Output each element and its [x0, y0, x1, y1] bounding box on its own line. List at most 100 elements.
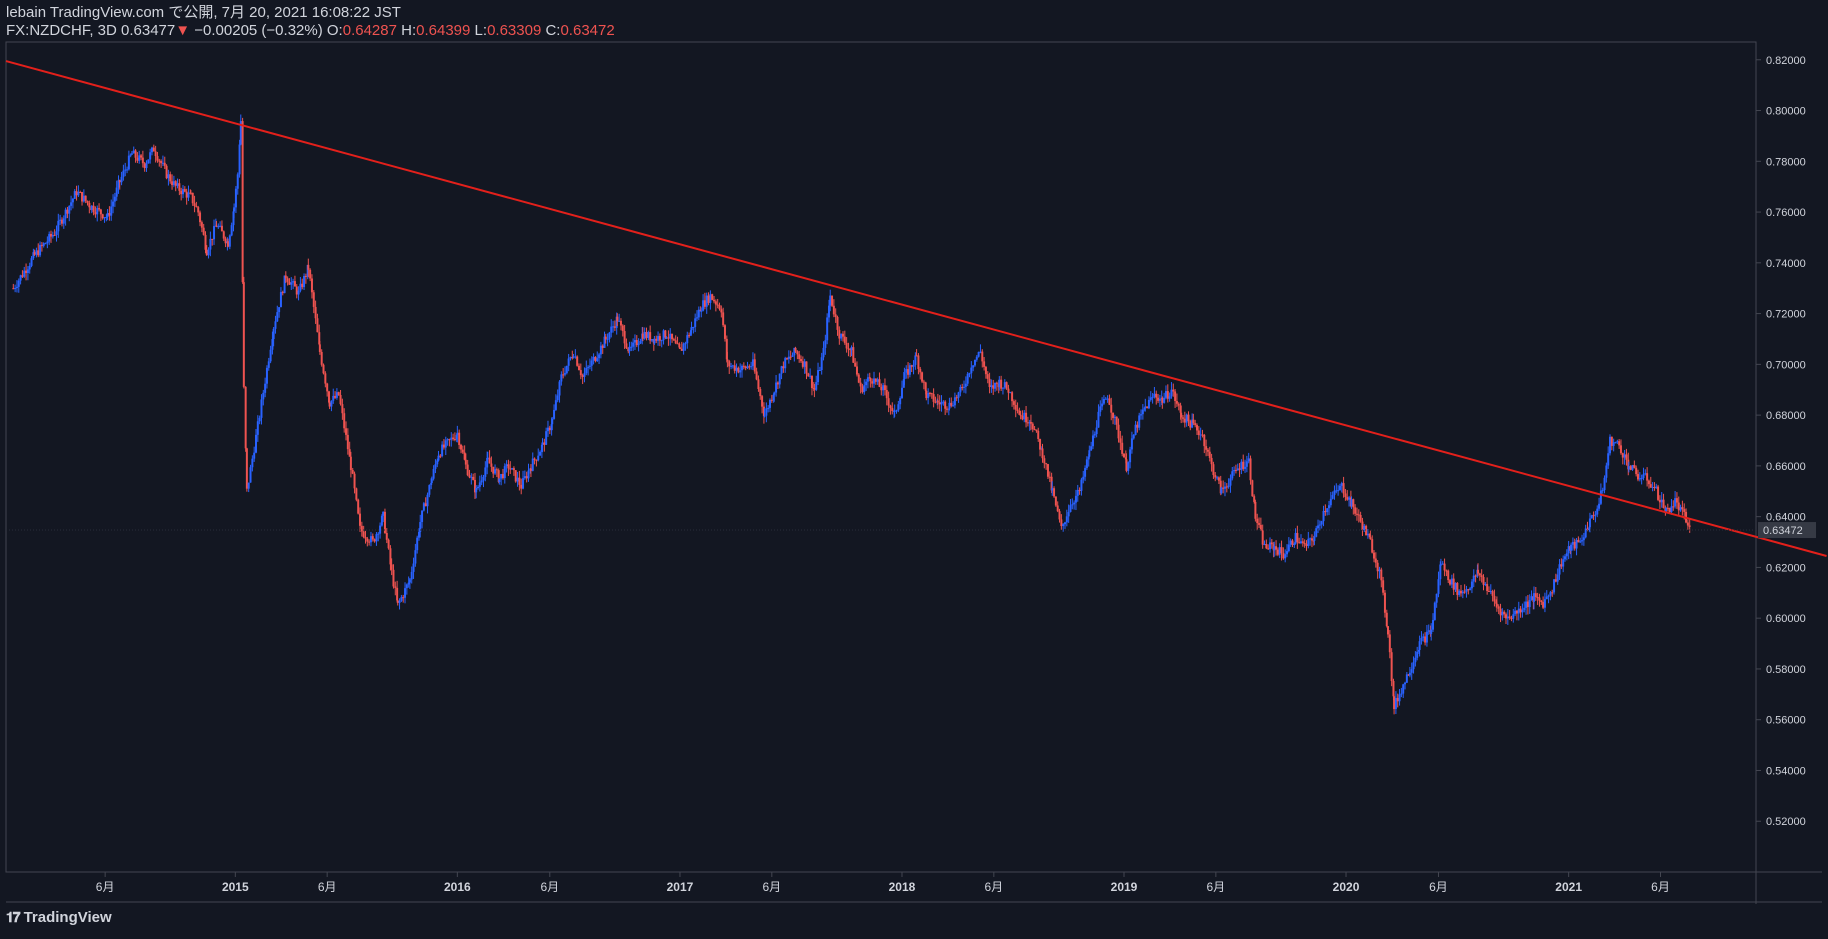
- symbol-label[interactable]: FX:NZDCHF, 3D: [6, 22, 117, 39]
- candle: [1402, 683, 1405, 698]
- candle: [492, 466, 495, 478]
- candle: [158, 158, 161, 167]
- candle: [1021, 410, 1024, 421]
- candle: [1058, 508, 1061, 523]
- x-tick-label: 2019: [1111, 880, 1138, 894]
- candle: [141, 150, 144, 168]
- candle: [1621, 452, 1624, 465]
- candle: [694, 313, 697, 333]
- candle: [138, 150, 141, 164]
- candle: [1398, 689, 1401, 706]
- candle: [101, 213, 104, 220]
- candle: [968, 372, 971, 378]
- candle: [163, 156, 166, 169]
- x-tick-label: 6月: [96, 880, 115, 894]
- candle: [753, 353, 756, 374]
- candle: [1085, 456, 1088, 470]
- candle: [1556, 568, 1559, 585]
- candle: [178, 178, 181, 196]
- candle: [655, 335, 658, 344]
- candle: [1192, 413, 1195, 426]
- candle: [569, 356, 572, 361]
- candle: [418, 528, 421, 541]
- candle: [332, 388, 335, 404]
- candle: [1651, 482, 1654, 492]
- candle: [335, 388, 338, 400]
- x-tick-label: 6月: [762, 880, 781, 894]
- candle: [1385, 609, 1388, 628]
- candle: [981, 349, 984, 368]
- candle: [1019, 410, 1022, 420]
- candle: [1380, 567, 1383, 588]
- candle: [1674, 491, 1677, 509]
- candle: [1147, 396, 1150, 410]
- candle: [1236, 463, 1239, 471]
- candle: [108, 206, 111, 221]
- candle: [269, 345, 272, 364]
- candle: [1581, 534, 1584, 546]
- candle: [213, 219, 216, 245]
- candle: [220, 220, 223, 232]
- candle: [256, 415, 259, 442]
- tradingview-logo[interactable]: 𝟏𝟕 TradingView: [6, 909, 112, 926]
- candle: [1064, 521, 1067, 529]
- candle: [140, 153, 143, 161]
- candle: [789, 350, 792, 361]
- candle: [863, 379, 866, 395]
- candle: [117, 175, 120, 194]
- candle: [1553, 578, 1556, 595]
- candle: [718, 302, 721, 311]
- y-tick-label: 0.74000: [1766, 258, 1806, 270]
- candle: [500, 473, 503, 486]
- candle: [364, 530, 367, 544]
- candle: [1222, 480, 1225, 494]
- change-value: −0.00205 (−0.32%): [194, 22, 323, 39]
- candle: [404, 582, 407, 604]
- candle: [798, 350, 801, 363]
- candle: [183, 186, 186, 193]
- candle: [1449, 579, 1452, 586]
- candle: [1029, 414, 1032, 431]
- candle: [925, 390, 928, 401]
- candle: [952, 401, 955, 407]
- candle: [1291, 539, 1294, 548]
- candle: [490, 456, 493, 472]
- candle: [973, 359, 976, 367]
- candle: [1545, 590, 1548, 600]
- candle: [436, 458, 439, 468]
- candle: [1662, 493, 1665, 509]
- candle: [160, 159, 163, 168]
- candle: [171, 174, 174, 190]
- candle: [1477, 563, 1480, 577]
- candle: [829, 289, 832, 312]
- candle: [408, 578, 411, 589]
- candle: [885, 385, 888, 406]
- candle: [791, 352, 794, 357]
- candle: [880, 383, 883, 396]
- candle: [88, 200, 91, 214]
- candle: [1317, 519, 1320, 534]
- candle: [271, 331, 274, 355]
- candle: [1668, 507, 1671, 513]
- candle: [963, 380, 966, 393]
- candle: [1404, 681, 1407, 690]
- candle: [1278, 543, 1281, 559]
- candle: [1009, 391, 1012, 394]
- candle: [1007, 384, 1010, 400]
- candle: [610, 319, 613, 338]
- candle: [130, 151, 133, 155]
- candle: [1638, 472, 1641, 482]
- candle: [548, 425, 551, 435]
- candle: [986, 371, 989, 384]
- candle: [468, 469, 471, 479]
- candle: [535, 459, 538, 467]
- candle: [211, 238, 214, 246]
- candle: [1551, 589, 1554, 597]
- candle: [598, 352, 601, 364]
- candle: [932, 388, 935, 408]
- candle: [1388, 630, 1391, 659]
- candle: [697, 306, 700, 321]
- candle: [1060, 514, 1063, 530]
- candle: [560, 371, 563, 386]
